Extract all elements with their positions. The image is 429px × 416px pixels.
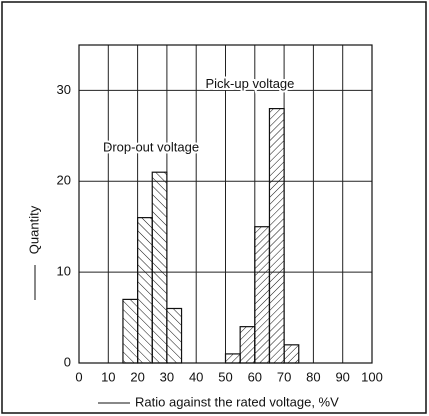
- histogram-bar: [268, 107, 285, 364]
- x-tick-label: 100: [361, 369, 383, 384]
- x-tick-label: 70: [277, 369, 291, 384]
- x-tick-label: 90: [335, 369, 349, 384]
- plot-area: 0 10 20 30 40 50 60 70 80 90 100 0 10 20 30 Drop-out vo…: [57, 44, 383, 384]
- histogram-bar: [137, 217, 153, 364]
- y-tick-label: 0: [64, 354, 71, 369]
- x-tick-label: 20: [130, 369, 144, 384]
- x-tick-label: 30: [160, 369, 174, 384]
- series-label: Drop-out voltage: [103, 140, 199, 155]
- y-axis-label: Quantity: [26, 205, 41, 254]
- x-tick-label: 40: [189, 369, 203, 384]
- histogram-bar: [122, 298, 139, 364]
- histogram-bar: [224, 353, 241, 364]
- histogram-bar: [151, 171, 168, 364]
- histogram-bar: [283, 344, 300, 364]
- x-tick-label: 80: [306, 369, 320, 384]
- series-label: Pick-up voltage: [206, 76, 295, 91]
- y-tick-label: 20: [57, 173, 71, 188]
- histogram-bar: [239, 326, 256, 364]
- histogram-bar: [254, 226, 271, 364]
- y-tick-label: 10: [57, 264, 71, 279]
- x-tick-label: 0: [75, 369, 82, 384]
- x-axis-label: Ratio against the rated voltage, %V: [135, 394, 339, 409]
- x-tick-label: 50: [218, 369, 232, 384]
- histogram-bar: [166, 307, 183, 364]
- x-tick-label: 10: [101, 369, 115, 384]
- x-tick-label: 60: [248, 369, 262, 384]
- y-tick-label: 30: [57, 82, 71, 97]
